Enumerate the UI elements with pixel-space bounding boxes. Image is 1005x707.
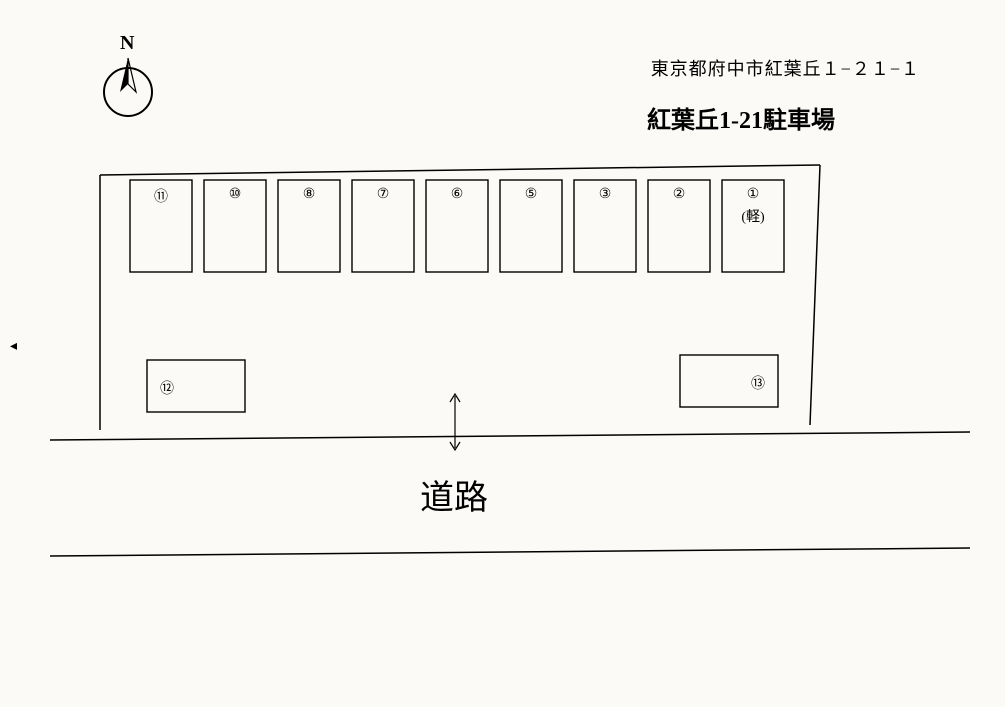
space-3-label: ③ [574, 186, 636, 203]
space-1-sublabel: (軽) [722, 206, 784, 226]
space-10-label: ⑩ [204, 186, 266, 203]
space-13-label: ⑬ [738, 373, 778, 393]
space-2-label: ② [648, 186, 710, 203]
space-8-label: ⑧ [278, 186, 340, 203]
space-6-label: ⑥ [426, 186, 488, 203]
lot-right-edge [810, 165, 820, 425]
entrance-arrow-icon [450, 394, 460, 450]
road-line-top [50, 432, 970, 440]
lot-svg [0, 0, 1005, 707]
road-line-bottom [50, 548, 970, 556]
road-label: 道路 [420, 470, 488, 519]
space-12-label: ⑫ [147, 378, 187, 398]
diagram-canvas: N 東京都府中市紅葉丘１−２１−１ 紅葉丘1-21駐車場 ◂ [0, 0, 1005, 707]
space-7-label: ⑦ [352, 186, 414, 203]
space-11-label: ⑪ [130, 186, 192, 206]
space-5-label: ⑤ [500, 186, 562, 203]
space-1-label: ① [722, 186, 784, 203]
lot-top-edge [100, 165, 820, 175]
